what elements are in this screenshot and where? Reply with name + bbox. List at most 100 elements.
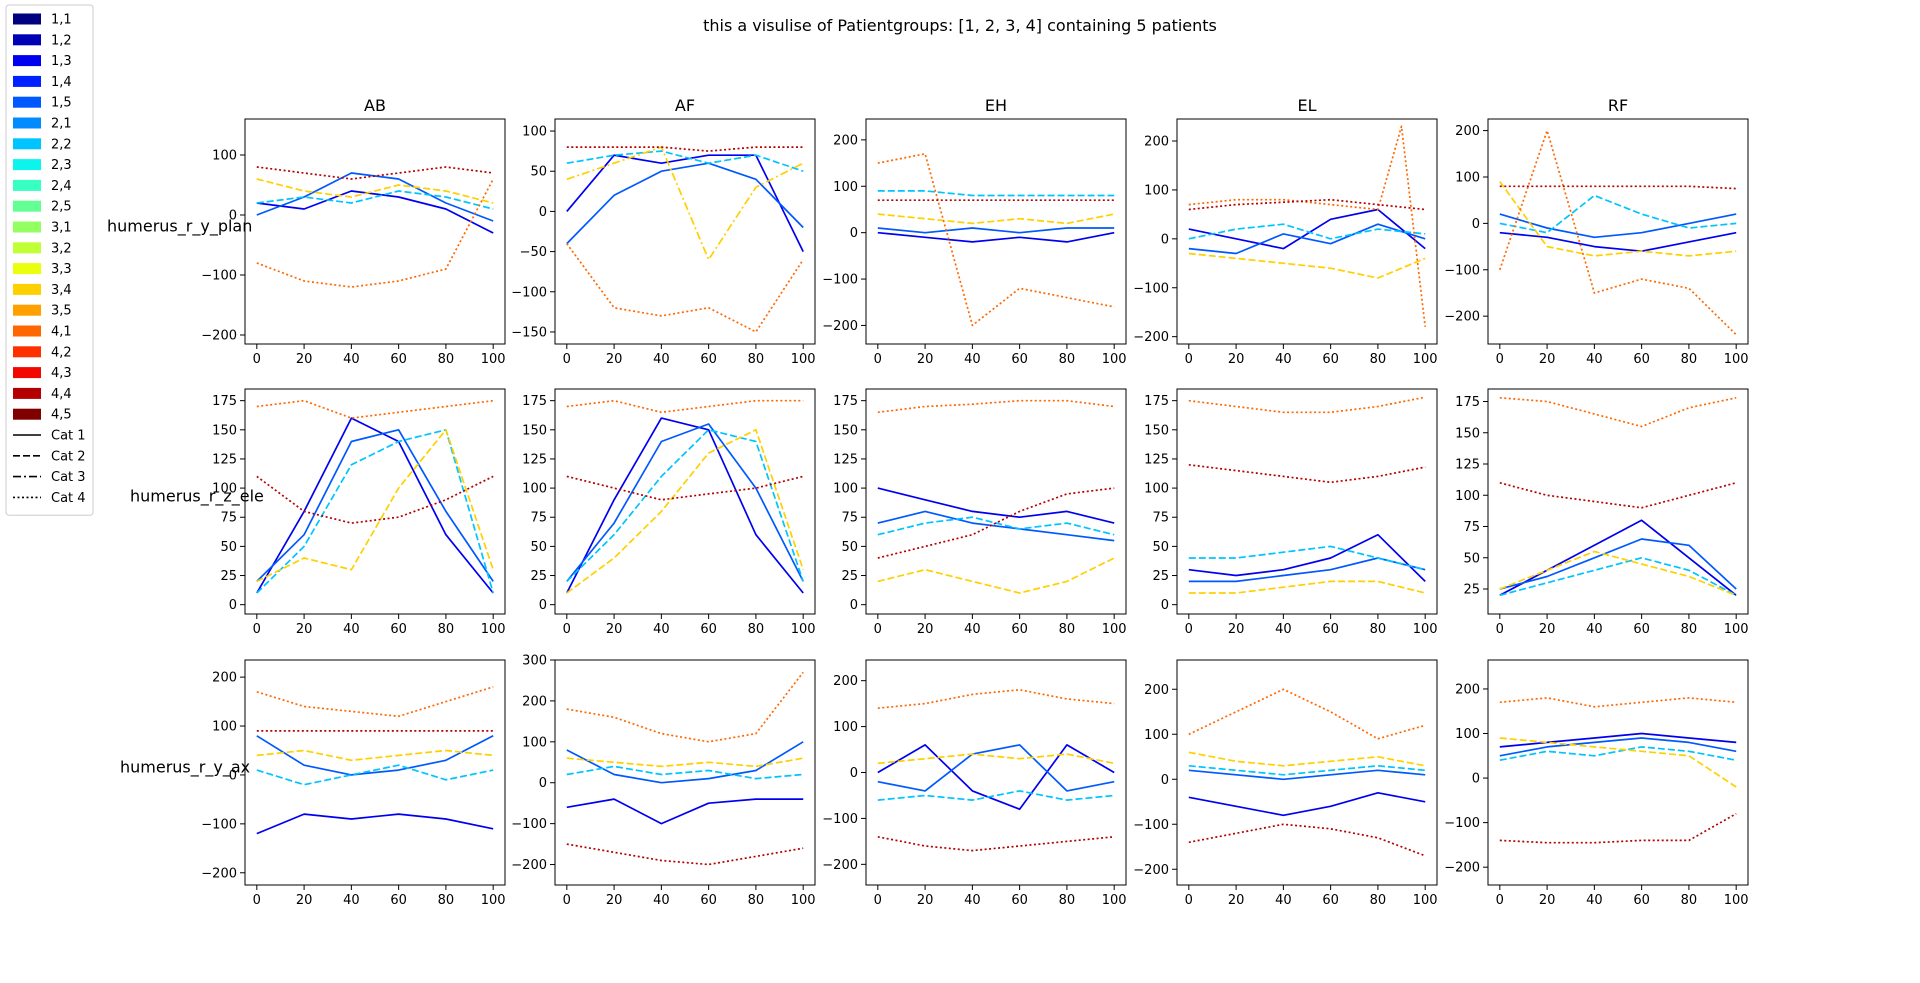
series-line-1-3 xyxy=(256,417,494,594)
row-label-humerus_r_z_ele: humerus_r_z_ele xyxy=(130,487,264,507)
y-tick-label: 100 xyxy=(522,125,547,140)
y-tick-label: 75 xyxy=(530,511,547,526)
legend-label: Cat 1 xyxy=(51,429,86,444)
legend-swatch xyxy=(13,387,41,399)
y-tick-label: 25 xyxy=(1152,569,1169,584)
x-tick-label: 80 xyxy=(438,622,455,637)
x-tick-label: 100 xyxy=(481,352,506,367)
series-line-1-5 xyxy=(256,428,494,583)
x-tick-label: 20 xyxy=(917,352,934,367)
series-line-2-2 xyxy=(1499,746,1737,762)
series-line-3-4 xyxy=(566,146,804,261)
y-tick-label: 0 xyxy=(229,209,237,224)
axes-frame xyxy=(865,659,1127,886)
column-title-AB: AB xyxy=(364,96,386,115)
subplot-AF-humerus_r_y_plan: 0 20 40 60 80 100 −150 −100 −50 0 50 100 AF xyxy=(511,96,815,367)
legend-swatch xyxy=(13,242,41,254)
series-line-1-5 xyxy=(1188,223,1426,255)
x-tick-label: 40 xyxy=(964,893,981,908)
y-tick-label: 175 xyxy=(212,394,237,409)
subplot-AF-humerus_r_z_ele: 0 20 40 60 80 100 0 25 50 75 100 125 150 175 xyxy=(522,388,816,637)
x-tick-label: 40 xyxy=(1275,893,1292,908)
y-tick-label: 125 xyxy=(833,452,858,467)
series-line-4-1 xyxy=(256,178,494,288)
x-tick-label: 0 xyxy=(1496,352,1504,367)
y-tick-label: 50 xyxy=(841,540,858,555)
legend-swatch xyxy=(13,283,41,295)
x-tick-label: 60 xyxy=(1011,893,1028,908)
axes-frame xyxy=(554,659,816,886)
series-line-4-4 xyxy=(256,166,494,180)
x-tick-label: 0 xyxy=(1185,352,1193,367)
legend-swatch xyxy=(13,200,41,212)
y-tick-label: 0 xyxy=(1161,232,1169,247)
axes-frame xyxy=(244,659,506,886)
axes-frame xyxy=(1487,118,1749,345)
x-tick-label: 80 xyxy=(1370,352,1387,367)
subplot-EH-humerus_r_y_plan: 0 20 40 60 80 100 −200 −100 0 100 200 EH xyxy=(822,96,1126,367)
y-tick-label: −200 xyxy=(822,319,858,334)
y-tick-label: −100 xyxy=(822,273,858,288)
axes-frame xyxy=(554,388,816,615)
x-tick-label: 100 xyxy=(791,893,816,908)
legend-label: 4,2 xyxy=(51,345,72,360)
y-tick-label: −200 xyxy=(1133,330,1169,345)
legend-label: 2,4 xyxy=(51,179,72,194)
x-tick-label: 60 xyxy=(1633,622,1650,637)
y-tick-label: −100 xyxy=(511,285,547,300)
series-line-3-4 xyxy=(1188,580,1426,594)
y-tick-label: 125 xyxy=(1144,452,1169,467)
x-tick-label: 80 xyxy=(1681,352,1698,367)
series-line-2-2 xyxy=(1499,194,1737,234)
x-tick-label: 80 xyxy=(748,352,765,367)
series-line-4-4 xyxy=(566,843,804,866)
x-tick-label: 60 xyxy=(1633,352,1650,367)
series-line-1-3 xyxy=(256,813,494,835)
y-tick-label: 300 xyxy=(522,654,547,669)
y-tick-label: 75 xyxy=(1152,511,1169,526)
legend-label: 3,3 xyxy=(51,262,72,277)
x-tick-label: 60 xyxy=(700,622,717,637)
y-tick-label: 50 xyxy=(220,540,237,555)
series-line-1-5 xyxy=(1188,557,1426,583)
column-title-EL: EL xyxy=(1297,96,1316,115)
series-line-2-2 xyxy=(877,516,1115,536)
x-tick-label: 80 xyxy=(438,893,455,908)
x-tick-label: 0 xyxy=(874,893,882,908)
y-tick-label: 100 xyxy=(1455,170,1480,185)
y-tick-label: 100 xyxy=(212,149,237,164)
x-tick-label: 40 xyxy=(1586,352,1603,367)
legend-label: 4,4 xyxy=(51,387,72,402)
column-title-AF: AF xyxy=(675,96,695,115)
y-tick-label: 50 xyxy=(530,165,547,180)
x-tick-label: 60 xyxy=(390,352,407,367)
axes-frame xyxy=(865,388,1127,615)
x-tick-label: 20 xyxy=(606,352,623,367)
series-line-2-2 xyxy=(256,764,494,786)
series-line-2-2 xyxy=(877,190,1115,197)
series-line-4-1 xyxy=(1499,396,1737,428)
y-tick-label: 0 xyxy=(1161,598,1169,613)
y-tick-label: −200 xyxy=(201,866,237,881)
legend-label: Cat 3 xyxy=(51,470,86,485)
subplot-EH-humerus_r_y_ax: 0 20 40 60 80 100 −200 −100 0 100 200 xyxy=(822,659,1127,908)
x-tick-label: 0 xyxy=(253,893,261,908)
series-line-3-4 xyxy=(566,757,804,768)
row-label-humerus_r_y_ax: humerus_r_y_ax xyxy=(120,758,250,778)
y-tick-label: 200 xyxy=(833,133,858,148)
y-tick-label: 100 xyxy=(1455,489,1480,504)
x-tick-label: 20 xyxy=(917,893,934,908)
x-tick-label: 20 xyxy=(296,352,313,367)
axes-frame xyxy=(244,118,506,345)
axes-frame xyxy=(554,118,816,345)
series-line-4-4 xyxy=(1499,481,1737,509)
x-tick-label: 80 xyxy=(1370,893,1387,908)
legend-swatch xyxy=(13,346,41,358)
y-tick-label: −100 xyxy=(1133,818,1169,833)
legend-swatch xyxy=(13,263,41,275)
legend-swatch xyxy=(13,325,41,337)
series-group xyxy=(1499,697,1737,844)
y-tick-label: 0 xyxy=(539,598,547,613)
x-tick-label: 0 xyxy=(563,893,571,908)
